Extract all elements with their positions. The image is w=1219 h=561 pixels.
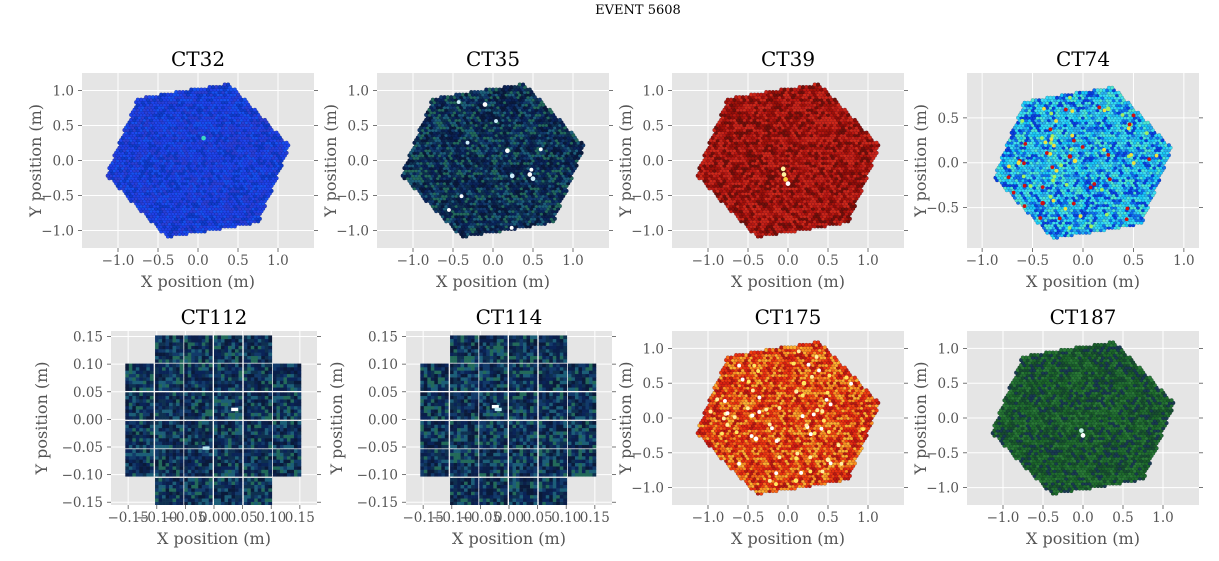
pixel <box>527 87 532 92</box>
y-tick-label: −0.5 <box>41 189 74 205</box>
bright-pixel <box>456 100 461 104</box>
y-tick-label: 0.0 <box>348 154 369 170</box>
y-tick-label: −0.5 <box>336 189 369 205</box>
hot-pixel <box>482 102 488 107</box>
y-tick-label: 0.0 <box>53 154 74 170</box>
hot-pixel <box>201 135 206 141</box>
x-tick-label: 0.5 <box>522 253 543 269</box>
pixel <box>225 82 231 87</box>
y-tick-label: −1.0 <box>41 224 74 240</box>
x-tick-label: 0.5 <box>227 253 248 269</box>
bright-pixel <box>538 147 543 152</box>
pixel <box>579 140 584 145</box>
pixel <box>520 82 526 87</box>
y-tick-label: 0.5 <box>53 119 74 135</box>
bright-pixel <box>509 225 514 230</box>
pixel <box>547 107 552 112</box>
y-tick-label: −1.0 <box>336 224 369 240</box>
bright-pixel <box>446 207 451 212</box>
y-axis-label: Y position (m) <box>26 104 45 218</box>
bright-pixel <box>529 167 534 172</box>
pixel <box>252 107 257 112</box>
bright-pixel <box>494 119 498 123</box>
panel-ct32: −1.0 −0.5 0.0 0.5 1.0 −1.0 −0.5 0.0 0.5 1.0 CT32 X … <box>26 47 318 291</box>
pixel <box>262 117 267 123</box>
y-tick-label: 0.5 <box>348 119 369 135</box>
pixel <box>284 140 289 145</box>
pixel <box>274 130 279 135</box>
camera-pixels <box>400 82 586 239</box>
bright-pixel <box>459 194 464 199</box>
y-tick-label: 1.0 <box>348 84 369 100</box>
x-tick-label: −0.5 <box>437 253 470 269</box>
hot-pixel <box>530 176 536 182</box>
panel-title: CT35 <box>466 47 520 71</box>
x-axis-label: X position (m) <box>436 272 550 291</box>
hot-pixel <box>527 172 533 177</box>
x-tick-label: 0.0 <box>187 253 208 269</box>
y-axis-label: Y position (m) <box>321 104 340 218</box>
bright-pixel <box>465 140 470 145</box>
hot-pixel <box>509 173 515 179</box>
panel-title: CT32 <box>171 47 225 71</box>
x-tick-label: 0.0 <box>482 253 503 269</box>
camera-pixels <box>105 82 291 239</box>
x-tick-label: −1.0 <box>102 253 135 269</box>
pixel <box>537 97 542 102</box>
x-tick-label: 1.0 <box>267 253 288 269</box>
pixel <box>242 97 247 102</box>
x-tick-label: 1.0 <box>562 253 583 269</box>
x-tick-label: −0.5 <box>142 253 175 269</box>
pixel <box>569 130 574 135</box>
x-axis-label: X position (m) <box>141 272 255 291</box>
pixel <box>557 117 562 123</box>
x-tick-label: −1.0 <box>397 253 430 269</box>
pixel <box>232 87 237 92</box>
hot-pixel <box>505 148 510 154</box>
panel-ct39: −1.0 −0.5 0.0 0.5 1.0−1.0−0.50.00.51.0CT39X … <box>616 47 908 291</box>
figure-title: EVENT 5608 <box>595 3 681 18</box>
panel-ct35: −1.0 −0.5 0.0 0.5 1.0 −1.0 −0.5 0.0 0.5 1.0 CT35 X … <box>321 47 613 291</box>
y-tick-label: 1.0 <box>53 84 74 100</box>
